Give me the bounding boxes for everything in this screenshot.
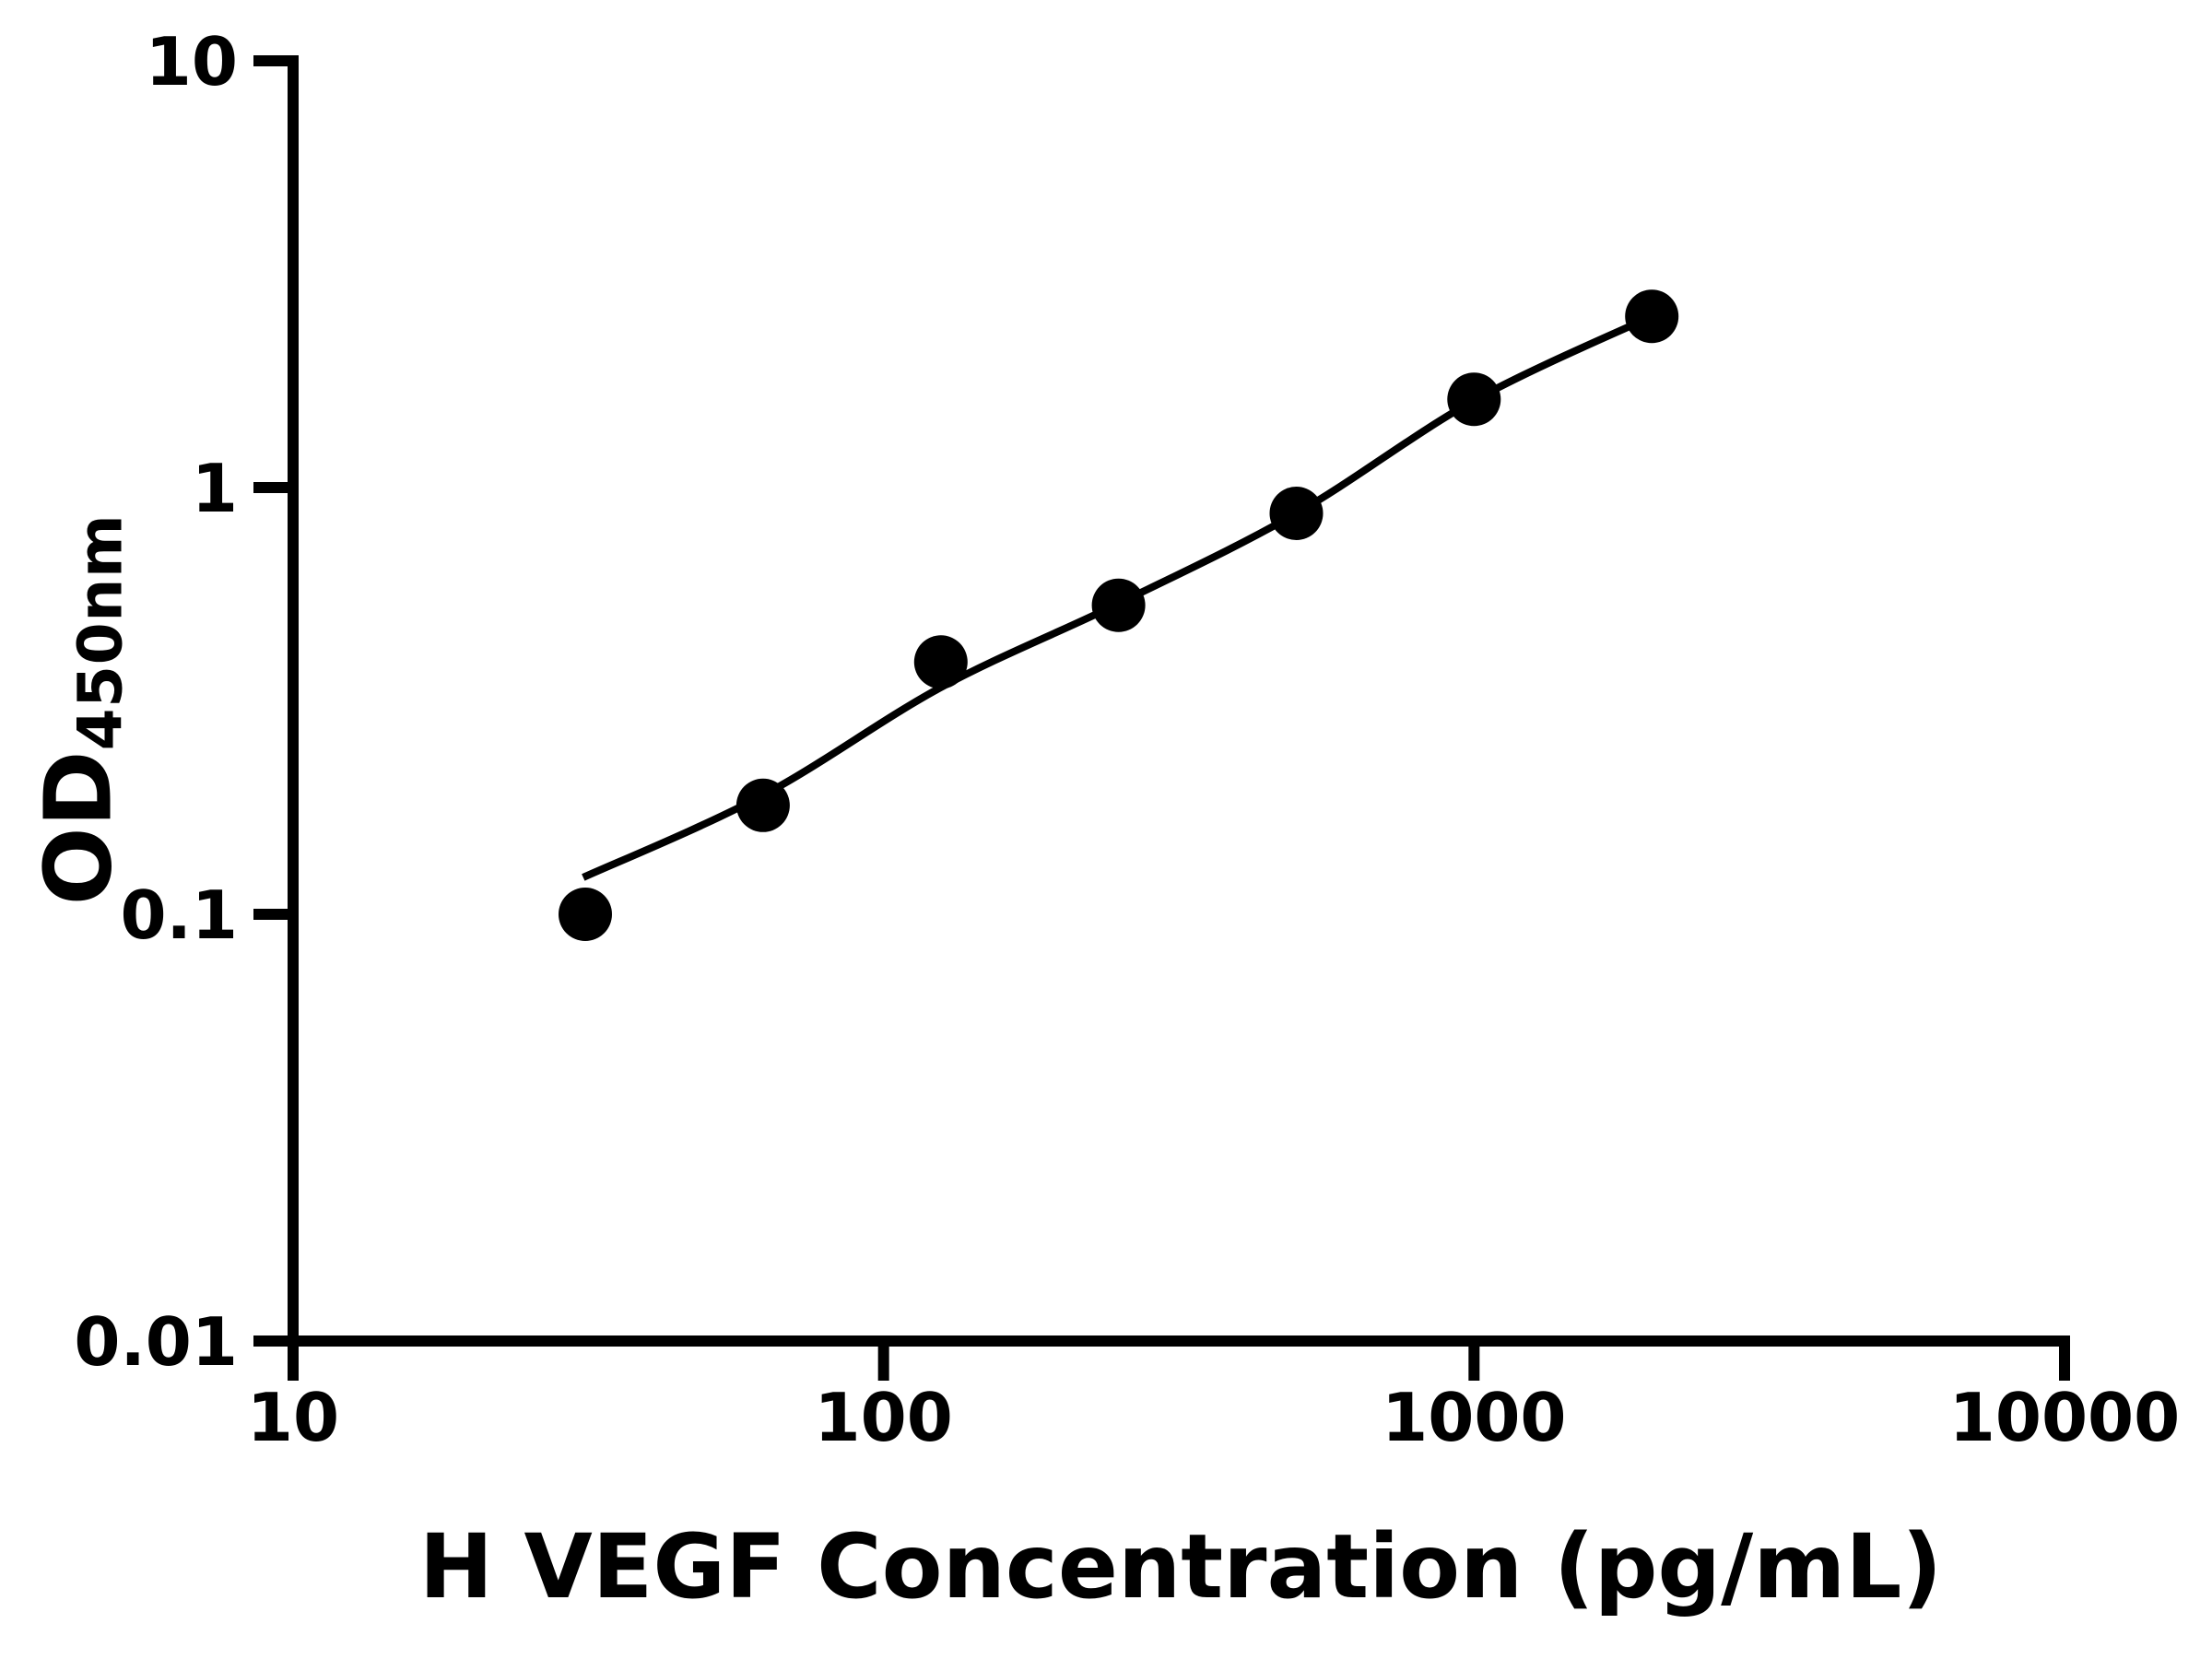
x-tick <box>1468 1347 1480 1381</box>
x-tick-label: 10000 <box>1949 1379 2181 1456</box>
y-axis-spine <box>288 55 299 1347</box>
x-axis-spine <box>288 1335 2070 1347</box>
y-tick <box>253 55 288 66</box>
x-tick-label: 100 <box>815 1379 953 1456</box>
data-point <box>1269 487 1324 540</box>
x-tick <box>877 1347 889 1381</box>
data-point <box>913 635 968 689</box>
x-tick-label: 10 <box>247 1379 339 1456</box>
data-point <box>559 888 612 941</box>
y-tick-label: 0.1 <box>120 877 238 954</box>
y-tick <box>253 482 288 493</box>
data-point <box>1447 372 1501 427</box>
y-axis-title-subscript: 450nm <box>65 513 136 751</box>
data-point <box>735 778 790 832</box>
x-tick-label: 1000 <box>1382 1379 1566 1456</box>
x-tick <box>2059 1347 2070 1381</box>
x-axis-title: H VEGF Concentration (pg/mL) <box>418 1515 1943 1618</box>
y-tick <box>253 1335 288 1347</box>
y-tick-label: 1 <box>192 450 238 527</box>
y-tick-label: 10 <box>146 23 238 100</box>
y-axis-title-main: OD <box>24 750 133 906</box>
data-point <box>1091 578 1146 632</box>
y-tick <box>253 909 288 920</box>
x-tick <box>288 1347 299 1381</box>
data-point <box>1625 289 1679 344</box>
y-axis-title: OD450nm <box>24 513 136 906</box>
y-tick-label: 0.01 <box>74 1303 238 1381</box>
